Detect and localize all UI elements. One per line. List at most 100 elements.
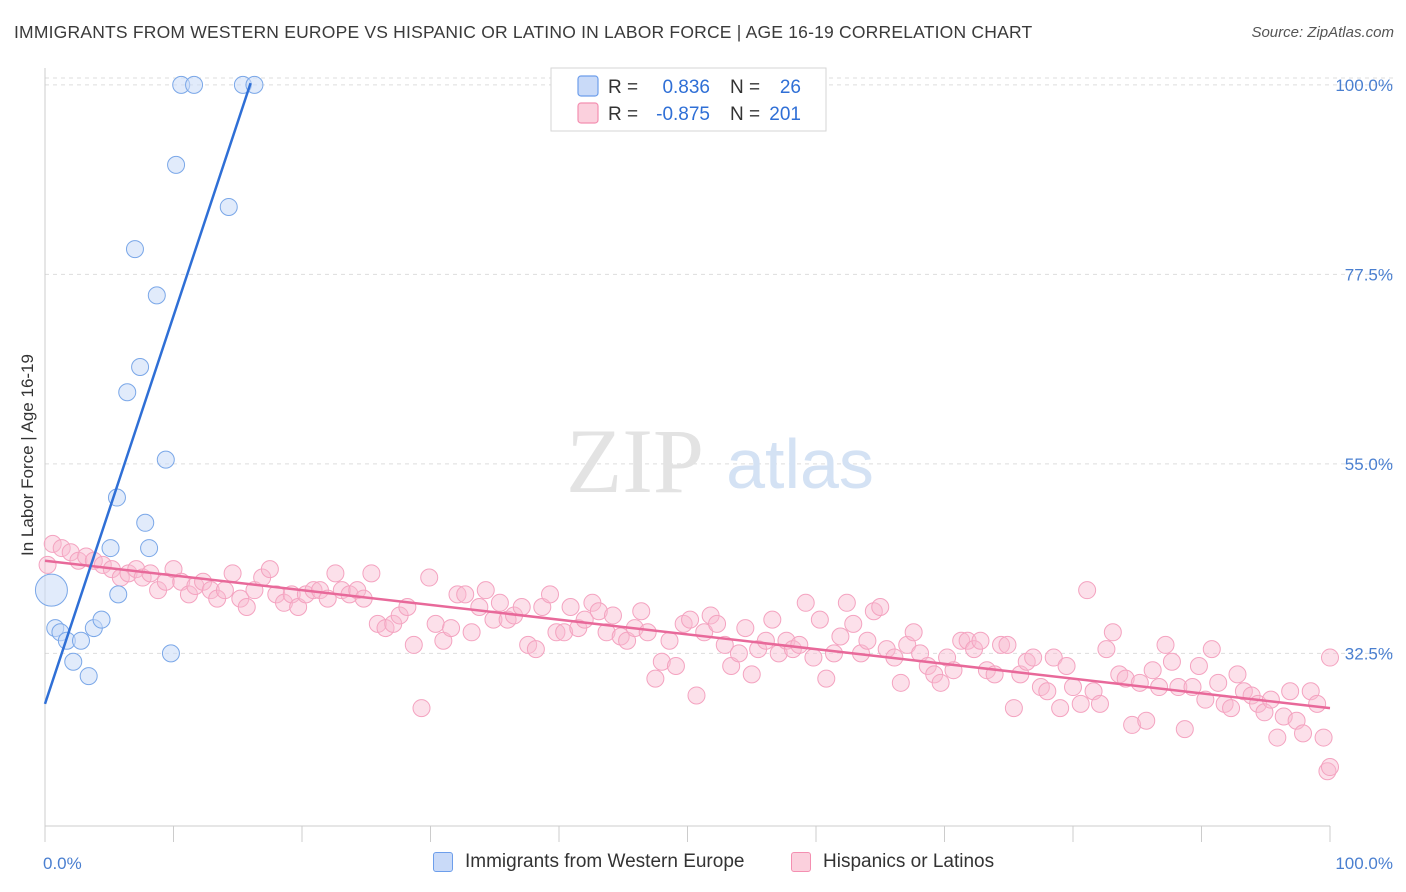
- watermark-zip: ZIP: [566, 410, 704, 512]
- data-point-hispanics: [1130, 673, 1149, 692]
- data-point-western-europe: [161, 644, 180, 663]
- data-point-western-europe: [34, 573, 68, 607]
- data-point-hispanics: [992, 635, 1011, 654]
- data-point-hispanics: [420, 568, 439, 587]
- legend-label-western-europe: Immigrants from Western Europe: [465, 851, 745, 872]
- data-point-hispanics: [1268, 728, 1287, 747]
- data-point-hispanics: [456, 585, 475, 604]
- stats-legend-swatch-blue: [577, 75, 599, 97]
- data-point-western-europe: [136, 513, 155, 532]
- data-point-hispanics: [404, 635, 423, 654]
- data-point-hispanics: [38, 555, 57, 574]
- data-point-hispanics: [715, 635, 734, 654]
- stats-n-label-blue: N =: [730, 77, 760, 98]
- gridlines: [45, 77, 1395, 654]
- data-point-hispanics: [223, 564, 242, 583]
- data-point-hispanics: [1004, 699, 1023, 718]
- x-tick-label: 100.0%: [1335, 854, 1393, 873]
- data-point-hispanics: [646, 669, 665, 688]
- data-point-hispanics: [1103, 623, 1122, 642]
- data-point-hispanics: [666, 656, 685, 675]
- data-point-hispanics: [490, 593, 509, 612]
- data-point-hispanics: [555, 623, 574, 642]
- data-point-hispanics: [1228, 665, 1247, 684]
- data-point-western-europe: [140, 539, 159, 558]
- data-point-hispanics: [858, 631, 877, 650]
- axes: [44, 68, 1331, 842]
- data-point-hispanics: [603, 606, 622, 625]
- data-point-hispanics: [1044, 648, 1063, 667]
- data-point-hispanics: [952, 631, 971, 650]
- stats-r-value-pink: -0.875: [656, 104, 710, 125]
- data-point-hispanics: [1222, 699, 1241, 718]
- data-point-hispanics: [470, 598, 489, 617]
- y-tick-label: 77.5%: [1345, 265, 1393, 284]
- data-point-hispanics: [589, 602, 608, 621]
- data-point-hispanics: [541, 585, 560, 604]
- data-point-hispanics: [931, 673, 950, 692]
- data-point-hispanics: [796, 593, 815, 612]
- data-point-western-europe: [64, 652, 83, 671]
- data-point-hispanics: [904, 623, 923, 642]
- data-point-hispanics: [1156, 635, 1175, 654]
- data-point-hispanics: [736, 619, 755, 638]
- data-point-western-europe: [131, 357, 150, 376]
- data-point-hispanics: [442, 619, 461, 638]
- data-point-hispanics: [1038, 682, 1057, 701]
- data-point-western-europe: [109, 585, 128, 604]
- data-point-hispanics: [998, 635, 1017, 654]
- data-point-western-europe: [219, 197, 238, 216]
- data-point-hispanics: [93, 555, 112, 574]
- data-point-hispanics: [547, 623, 566, 642]
- data-point-hispanics: [326, 564, 345, 583]
- data-point-hispanics: [1162, 652, 1181, 671]
- data-point-hispanics: [1189, 656, 1208, 675]
- data-point-hispanics: [729, 644, 748, 663]
- data-point-hispanics: [638, 623, 657, 642]
- data-point-hispanics: [1123, 715, 1142, 734]
- data-point-western-europe: [156, 450, 175, 469]
- data-point-hispanics: [412, 699, 431, 718]
- data-point-hispanics: [561, 598, 580, 617]
- data-point-hispanics: [1294, 724, 1313, 743]
- tick-labels: 32.5% 55.0% 77.5% 100.0% 0.0% 100.0%: [43, 76, 1393, 873]
- data-point-western-europe: [118, 383, 137, 402]
- data-point-western-europe: [167, 155, 186, 174]
- chart-title: IMMIGRANTS FROM WESTERN EUROPE VS HISPAN…: [14, 22, 1033, 42]
- stats-n-value-pink: 201: [769, 104, 801, 125]
- data-point-hispanics: [512, 598, 531, 617]
- data-point-hispanics: [687, 686, 706, 705]
- data-point-hispanics: [837, 593, 856, 612]
- data-point-hispanics: [804, 648, 823, 667]
- data-point-hispanics: [1064, 678, 1082, 697]
- legend-item-hispanics: Hispanics or Latinos: [791, 851, 994, 873]
- data-point-western-europe: [79, 667, 98, 686]
- data-point-hispanics: [597, 623, 616, 642]
- data-point-hispanics: [824, 644, 843, 663]
- trend-line-western-europe: [43, 82, 252, 705]
- trend-lines: [43, 82, 1331, 710]
- data-point-hispanics: [831, 627, 850, 646]
- stats-n-value-blue: 26: [780, 77, 801, 98]
- data-point-hispanics: [476, 581, 495, 600]
- x-tick-label: 0.0%: [43, 854, 82, 873]
- legend-swatch-blue: [433, 852, 453, 872]
- data-point-hispanics: [891, 673, 910, 692]
- data-point-hispanics: [742, 665, 761, 684]
- data-point-hispanics: [871, 598, 890, 617]
- data-point-western-europe: [185, 75, 204, 94]
- data-point-hispanics: [43, 534, 62, 553]
- data-point-hispanics: [1209, 673, 1228, 692]
- stats-r-label-pink: R =: [608, 104, 638, 125]
- data-point-western-europe: [101, 539, 120, 558]
- data-point-hispanics: [1308, 694, 1327, 713]
- data-point-hispanics: [362, 564, 381, 583]
- y-tick-label: 32.5%: [1345, 644, 1393, 663]
- legend-swatch-pink: [791, 852, 811, 872]
- data-point-western-europe: [147, 286, 166, 305]
- legend: Immigrants from Western Europe Hispanics…: [0, 851, 1406, 879]
- data-point-western-europe: [92, 610, 111, 629]
- data-point-hispanics: [52, 539, 71, 558]
- data-point-hispanics: [810, 610, 829, 629]
